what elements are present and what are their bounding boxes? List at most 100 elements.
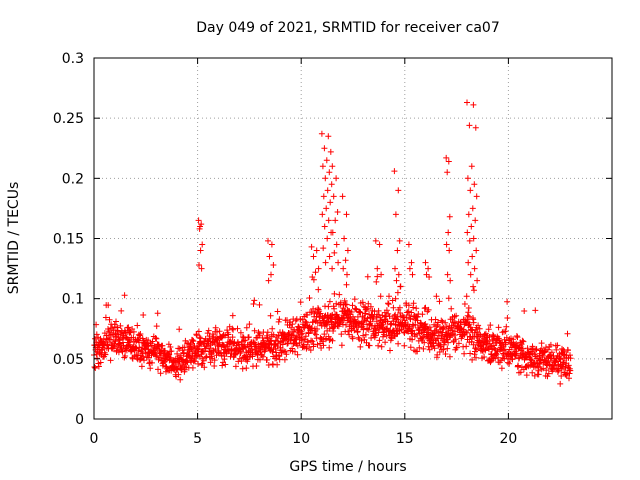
data-point (540, 365, 547, 372)
data-point (322, 259, 329, 266)
data-point (328, 312, 334, 319)
data-point (113, 318, 119, 325)
data-point (472, 345, 479, 352)
data-point (329, 265, 336, 272)
data-point (426, 324, 433, 331)
data-point (275, 318, 282, 325)
data-point (395, 271, 402, 278)
data-point (520, 338, 527, 345)
data-point (246, 321, 253, 328)
data-point (199, 241, 206, 248)
data-point (464, 312, 471, 319)
data-point (374, 265, 381, 272)
data-point (245, 334, 252, 341)
data-point (159, 342, 166, 349)
data-point (442, 351, 449, 357)
x-tick-label: 20 (499, 431, 517, 447)
data-point (229, 334, 236, 341)
data-point (107, 339, 114, 345)
data-point (309, 338, 316, 345)
data-point (195, 328, 202, 335)
data-point (513, 350, 520, 357)
data-point (121, 354, 128, 361)
data-point (192, 358, 198, 365)
data-point (392, 265, 398, 272)
data-point (197, 223, 203, 230)
data-point (320, 193, 327, 200)
data-point (469, 205, 476, 212)
data-point (189, 337, 196, 344)
data-point (303, 319, 310, 326)
data-point (543, 367, 550, 374)
data-point (473, 354, 479, 361)
data-point (467, 271, 474, 278)
data-point (268, 271, 274, 278)
data-point (401, 342, 408, 349)
data-point (377, 293, 384, 300)
data-point (354, 313, 361, 320)
data-point (290, 332, 297, 339)
data-point (434, 351, 441, 358)
data-point (349, 302, 356, 309)
data-point (455, 340, 462, 347)
data-point (326, 344, 333, 351)
data-point (341, 235, 348, 242)
data-point (260, 353, 267, 360)
data-point (440, 324, 447, 331)
data-point (167, 344, 174, 350)
data-point (565, 347, 571, 354)
data-point (93, 331, 100, 338)
data-point (560, 359, 566, 366)
data-point (274, 361, 281, 368)
data-point (493, 351, 500, 358)
data-point (463, 293, 470, 300)
data-point (567, 352, 573, 359)
data-point (315, 305, 321, 312)
data-point (338, 342, 345, 349)
x-axis-ticks: 0 5 10 15 20 (90, 58, 517, 447)
data-point (320, 245, 327, 252)
data-point (165, 341, 172, 348)
data-point (205, 327, 212, 334)
y-tick-label: 0.05 (53, 352, 84, 368)
data-point (521, 308, 528, 314)
data-point (326, 253, 333, 260)
data-point (330, 193, 337, 200)
data-point (239, 365, 246, 372)
data-point (184, 340, 190, 347)
data-point (470, 319, 477, 326)
chart-title: Day 049 of 2021, SRMTID for receiver ca0… (196, 20, 500, 36)
data-point (264, 356, 270, 363)
data-point (343, 301, 350, 308)
data-point (264, 329, 271, 336)
data-point (470, 101, 477, 108)
data-point (462, 328, 469, 335)
data-point (535, 371, 542, 378)
data-point (318, 130, 325, 137)
data-point (387, 347, 393, 354)
data-point (471, 181, 478, 188)
data-point (516, 354, 523, 361)
data-point (416, 344, 423, 351)
data-point (413, 305, 420, 312)
data-point (506, 360, 513, 367)
data-point (134, 322, 141, 329)
data-point (314, 341, 321, 348)
data-point (338, 331, 345, 338)
data-point (320, 342, 327, 349)
data-point (243, 324, 250, 331)
data-point (202, 345, 209, 352)
data-point (167, 354, 174, 361)
data-point (256, 301, 263, 308)
data-point (155, 366, 161, 373)
data-point (250, 301, 257, 307)
data-point (495, 324, 502, 331)
data-point (135, 348, 142, 354)
data-point (95, 363, 102, 370)
data-point (331, 305, 338, 312)
data-point (532, 307, 539, 314)
y-tick-label: 0 (75, 412, 84, 428)
data-point (397, 310, 404, 316)
data-point (333, 300, 340, 307)
data-point (137, 331, 144, 337)
